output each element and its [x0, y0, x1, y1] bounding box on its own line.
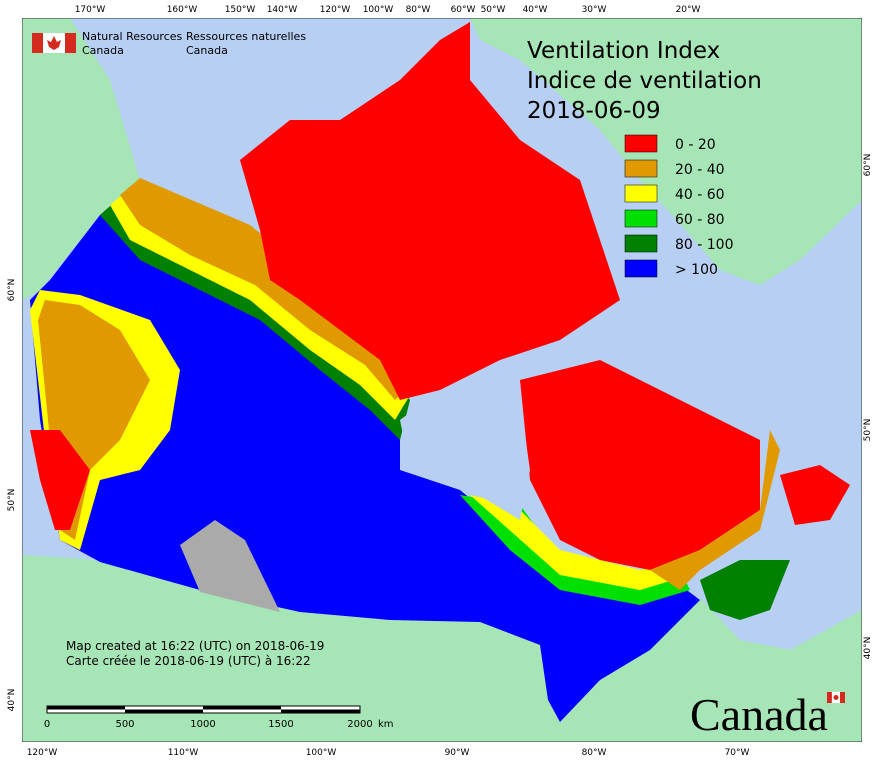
- map-body: [22, 18, 862, 742]
- logo: [32, 33, 76, 53]
- note: Carte créée le 2018-06-19 (UTC) à 16:22: [66, 654, 311, 668]
- scale-bar: [46, 705, 361, 714]
- scale-label: 500: [115, 719, 134, 730]
- graticule-label: 100°W: [306, 748, 337, 758]
- graticule-label: 60°N: [7, 279, 17, 302]
- scale-label: 1000: [190, 719, 215, 730]
- zone-gray: [180, 520, 280, 612]
- graticule-label: 100°W: [363, 5, 394, 15]
- graticule-label: 80°W: [582, 748, 607, 758]
- graticule-label: 110°W: [168, 748, 199, 758]
- graticule-label: 40°N: [863, 637, 873, 660]
- zone-west-red: [30, 430, 90, 530]
- zone-red-quebec: [520, 360, 760, 570]
- graticule-label: 40°W: [523, 5, 548, 15]
- wordmark: Canada: [690, 689, 828, 740]
- scale-unit: km: [378, 719, 394, 730]
- graticule-label: 160°W: [167, 5, 198, 15]
- graticule-label: 120°W: [320, 5, 351, 15]
- graticule-label: 150°W: [225, 5, 256, 15]
- graticule-label: 70°W: [725, 748, 750, 758]
- graticule-label: 60°W: [451, 5, 476, 15]
- graticule-label: 50°N: [7, 489, 17, 512]
- zone-band-orange: [120, 178, 410, 400]
- scale-label: 2000: [347, 719, 372, 730]
- zone-east-orange: [650, 430, 780, 590]
- legend-label: > 100: [675, 262, 718, 278]
- graticule-label: 50°N: [863, 419, 873, 442]
- legend-swatch: [624, 209, 658, 228]
- graticule-label: 170°W: [75, 5, 106, 15]
- graticule-label: 120°W: [27, 748, 58, 758]
- legend-swatch: [624, 134, 658, 153]
- title: Indice de ventilation: [527, 68, 762, 94]
- legend-swatch: [624, 234, 658, 253]
- agency-fr: Canada: [186, 44, 228, 57]
- graticule-label: 90°W: [445, 748, 470, 758]
- zone-newfoundland: [780, 465, 850, 525]
- legend-label: 20 - 40: [675, 162, 725, 178]
- alaska: [22, 18, 140, 300]
- graticule-label: 80°W: [406, 5, 431, 15]
- graticule-label: 140°W: [267, 5, 298, 15]
- wordmark-flag: [827, 691, 845, 704]
- usa: [22, 555, 862, 742]
- note: Map created at 16:22 (UTC) on 2018-06-19: [66, 639, 324, 653]
- hudson-bay: [400, 380, 530, 520]
- legend-label: 60 - 80: [675, 212, 725, 228]
- legend-label: 0 - 20: [675, 137, 716, 153]
- graticule-label: 20°W: [676, 5, 701, 15]
- zone-blue: [30, 180, 700, 722]
- zone-south-yellow: [470, 495, 680, 590]
- title: Ventilation Index: [527, 38, 720, 64]
- zone-atlantic: [700, 560, 790, 620]
- graticule-label: 60°N: [863, 154, 873, 177]
- agency-en: Canada: [82, 44, 124, 57]
- graticule-label: 30°W: [582, 5, 607, 15]
- legend-swatch: [624, 259, 658, 278]
- scale-label: 1500: [268, 719, 293, 730]
- scale-label: 0: [44, 719, 50, 730]
- legend-swatch: [624, 159, 658, 178]
- zone-red-arctic: [240, 22, 620, 400]
- title: 2018-06-09: [527, 98, 661, 124]
- graticule-label: 50°W: [481, 5, 506, 15]
- legend-label: 40 - 60: [675, 187, 725, 203]
- legend-swatch: [624, 184, 658, 203]
- greenland: [470, 18, 862, 285]
- legend-label: 80 - 100: [675, 237, 734, 253]
- agency-fr: Ressources naturelles: [186, 30, 306, 43]
- agency-en: Natural Resources: [82, 30, 183, 43]
- graticule-label: 40°N: [7, 689, 17, 712]
